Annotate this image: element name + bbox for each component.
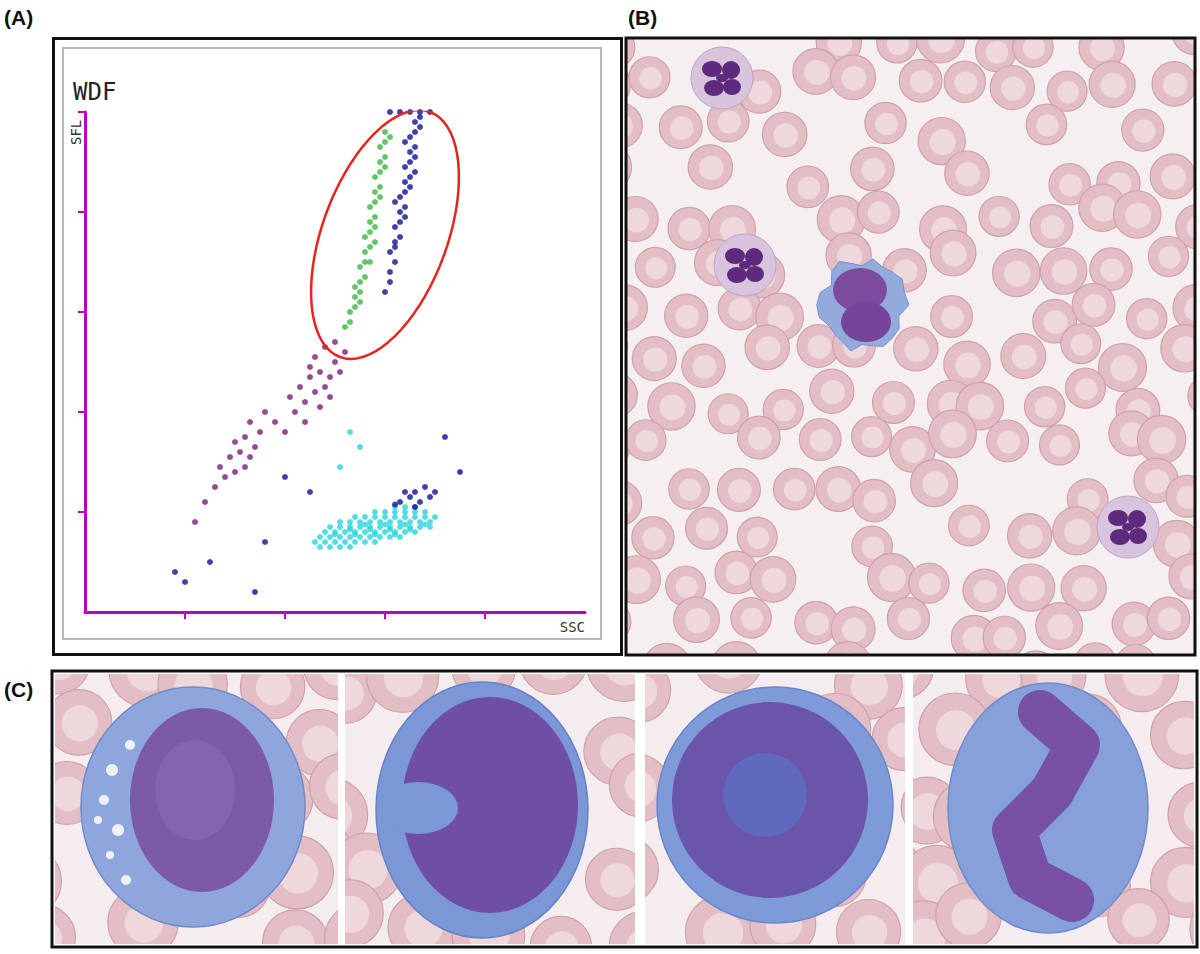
svg-text:(C): (C)	[4, 678, 33, 701]
svg-text:WDF: WDF	[73, 78, 116, 106]
svg-text:(B): (B)	[628, 6, 657, 29]
svg-text:(A): (A)	[4, 6, 33, 29]
svg-text:SFL: SFL	[68, 120, 84, 145]
svg-text:SSC: SSC	[560, 619, 585, 635]
